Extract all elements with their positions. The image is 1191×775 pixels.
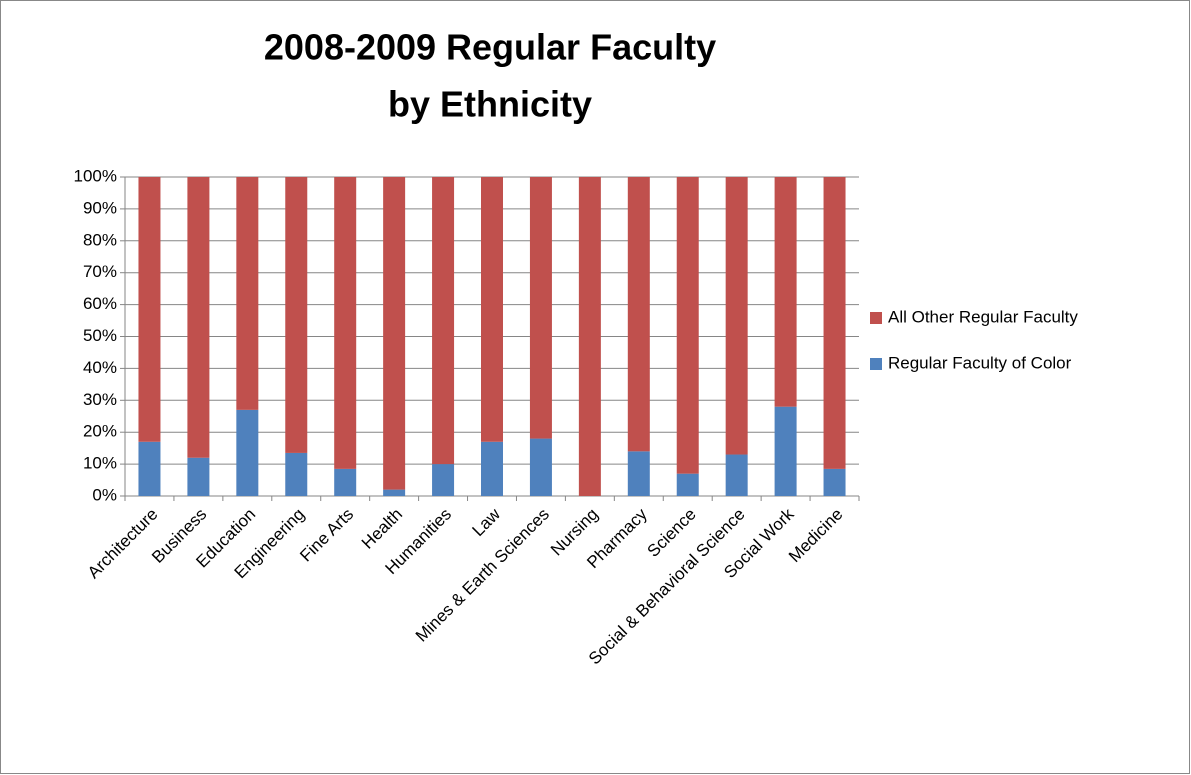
bar-segment xyxy=(285,452,308,496)
bar-segment xyxy=(383,489,406,496)
bar-segment xyxy=(725,454,748,496)
bar-segment xyxy=(236,409,259,496)
bar-segment xyxy=(138,177,161,442)
bar-segment xyxy=(725,177,748,455)
legend-label: All Other Regular Faculty xyxy=(888,307,1078,326)
bar-segment xyxy=(774,177,797,407)
y-tick-label: 10% xyxy=(83,454,117,473)
legend-swatch xyxy=(870,312,882,324)
legend-label: Regular Faculty of Color xyxy=(888,353,1072,372)
legend-swatch xyxy=(870,358,882,370)
bar-segment xyxy=(529,177,552,439)
bar-segment xyxy=(432,177,455,465)
bar-segment xyxy=(627,451,650,496)
bar-segment xyxy=(823,468,846,496)
bar-segment xyxy=(481,441,503,496)
y-tick-label: 40% xyxy=(83,358,117,377)
bar-segment xyxy=(529,438,552,496)
bar-segment xyxy=(481,177,503,442)
bar-segment xyxy=(334,468,357,496)
y-tick-label: 80% xyxy=(83,230,117,249)
bar-segment xyxy=(676,473,699,496)
bar-segment xyxy=(676,177,699,474)
y-tick-label: 0% xyxy=(92,485,117,504)
bar-segment xyxy=(432,464,455,496)
y-tick-label: 60% xyxy=(83,294,117,313)
bar-segment xyxy=(823,177,846,469)
y-tick-label: 90% xyxy=(83,198,117,217)
bar-segment xyxy=(774,406,797,496)
bar-segment xyxy=(627,177,650,452)
bar-segment xyxy=(236,177,259,410)
bar-segment xyxy=(334,177,357,469)
y-tick-label: 30% xyxy=(83,390,117,409)
y-tick-label: 50% xyxy=(83,326,117,345)
bar-segment xyxy=(187,457,210,496)
y-tick-label: 100% xyxy=(74,166,117,185)
bar-segment xyxy=(285,177,308,453)
bar-segment xyxy=(138,441,161,496)
bar-segment xyxy=(187,177,210,458)
y-tick-label: 70% xyxy=(83,262,117,281)
chart-title: by Ethnicity xyxy=(388,84,592,125)
bar-segment xyxy=(383,177,406,490)
y-tick-label: 20% xyxy=(83,422,117,441)
bar-segment xyxy=(578,177,601,496)
chart-title: 2008-2009 Regular Faculty xyxy=(264,27,716,68)
